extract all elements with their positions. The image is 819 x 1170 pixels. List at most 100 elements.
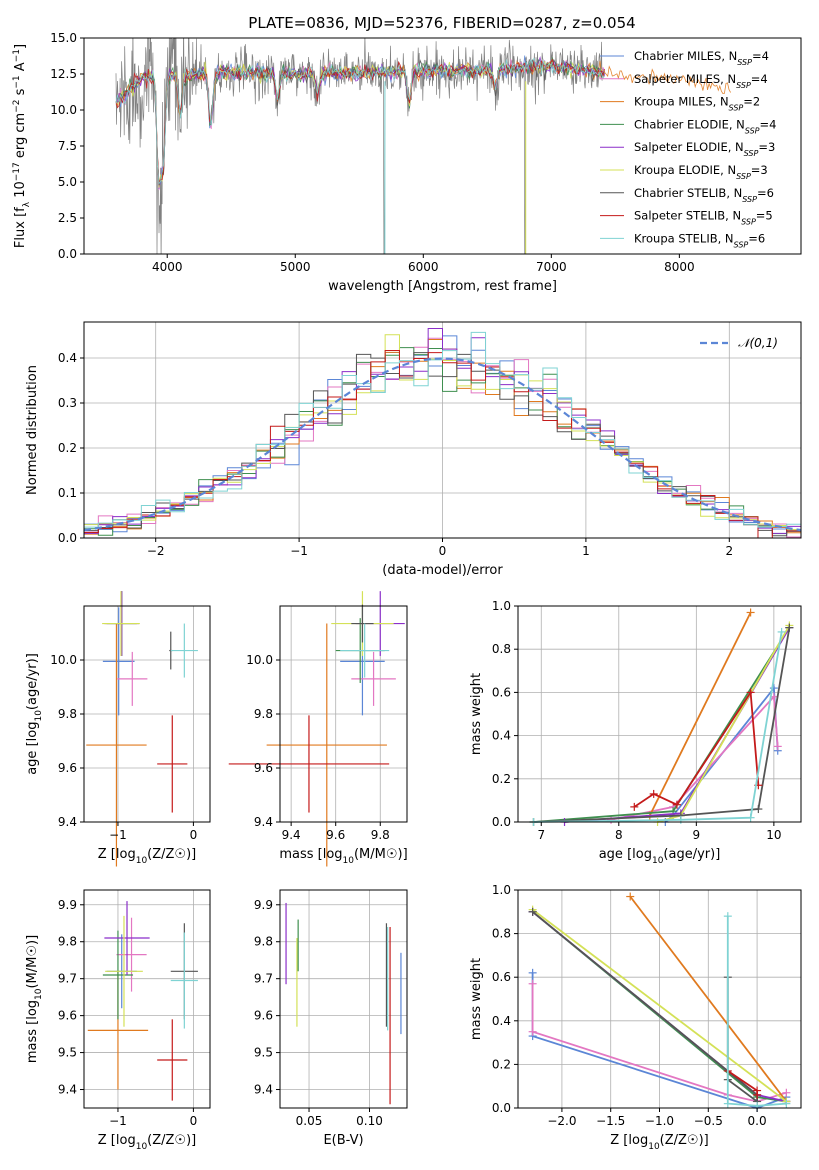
error-bar-point [340,623,390,678]
mass-weight-line [564,627,791,823]
mass-weight-line [648,612,752,816]
legend-label: Kroupa STELIB, NSSP=6 [634,231,765,249]
y-tick-label: 9.8 [58,935,77,949]
error-bar-point [351,604,374,643]
histogram-step [84,327,801,534]
y-tick-label: 0.6 [492,685,511,699]
error-bar-point [351,651,396,706]
y-tick-label: 9.8 [58,707,77,721]
y-axis-label: mass weight [469,958,484,1040]
x-tick-label: 0.10 [356,1114,383,1128]
y-tick-label: 15.0 [50,31,77,45]
y-tick-label: 9.7 [58,972,77,986]
y-axis-label: age [log10(age/yr)] [25,653,44,775]
spectrum-panel: 4000 5000 6000 7000 8000 0.0 2.5 5.0 7.5 10.0 12.5… [12,31,802,294]
x-axis-label: wavelength [Angstrom, rest frame] [328,279,557,294]
x-tick-label: 0 [439,544,447,558]
x-tick-label: 7000 [536,260,567,274]
error-bar-point [117,651,148,706]
y-tick-label: 9.7 [254,972,273,986]
y-tick-label: 12.5 [50,67,77,81]
error-bar-point [86,623,147,867]
y-tick-label: 1.0 [492,883,511,897]
x-tick-label: 4000 [152,260,183,274]
error-bar-point [157,715,188,813]
x-axis-label: E(B-V) [323,1133,363,1148]
mass-weight-line [533,627,791,823]
axes-frame [83,889,211,1109]
axes-frame [279,889,408,1109]
mass-weight-line [533,631,783,823]
mass-weight-line [629,895,788,1103]
x-axis-label: Z [log10(Z/Z☉)] [98,847,196,866]
x-tick-label: 6000 [408,260,439,274]
error-bar-point [170,932,198,1029]
error-bar-point [228,715,390,813]
residual-histogram-panel: −2 −1 0 1 2 0.0 0.1 0.2 0.3 0.4 (data-model)/error… [25,321,802,578]
y-axis-label: Normed distribution [25,365,40,495]
mass-weight-line [726,916,787,1107]
histogram-step [84,352,801,537]
x-tick-label: −1 [109,1114,127,1128]
y-tick-label: 9.4 [254,1083,273,1097]
legend-label: Salpeter MILES, NSSP=4 [634,72,768,90]
error-bar-point [157,1019,188,1101]
x-tick-label: 2 [725,544,733,558]
massweight-vs-metallicity-panel: −2.0 −1.5 −1.0 −0.5 0.0 0.0 0.2 0.4 0.6 0.8 1.0 Z [… [469,883,802,1152]
y-tick-label: 0.8 [492,927,511,941]
y-tick-label: 9.8 [254,707,273,721]
legend-label: Chabrier MILES, NSSP=4 [634,49,769,67]
y-tick-label: 5.0 [58,175,77,189]
normal-legend-label: 𝒩(0,1) [738,336,778,350]
y-tick-label: 0.8 [492,642,511,656]
mass-vs-ebv-panel: 0.05 0.10 9.4 9.5 9.6 9.7 9.8 9.9 E(B-V) [254,889,408,1148]
y-tick-label: 0.4 [492,1014,511,1028]
error-bar-point [102,930,134,1020]
y-tick-label: 0.4 [58,351,77,365]
error-bar-point [102,591,140,656]
y-tick-label: 9.6 [58,1009,77,1023]
x-tick-label: −0.5 [694,1114,723,1128]
y-tick-label: 9.6 [254,761,273,775]
y-tick-label: 10.0 [246,653,273,667]
y-axis-label: mass [log10(M/M☉)] [25,935,44,1063]
x-axis-label: Z [log10(Z/Z☉)] [98,1133,196,1152]
y-tick-label: 0.1 [58,486,77,500]
y-tick-label: 0.0 [58,247,77,261]
error-bar-point [266,623,387,867]
x-tick-label: 8000 [664,260,695,274]
y-tick-label: 9.6 [254,1009,273,1023]
y-tick-label: 9.9 [254,898,273,912]
y-tick-label: 10.0 [50,103,77,117]
y-tick-label: 0.2 [58,441,77,455]
y-tick-label: 9.4 [58,1083,77,1097]
x-tick-label: 0 [190,828,198,842]
x-axis-label: age [log10(age/yr)] [599,847,721,866]
figure-title: PLATE=0836, MJD=52376, FIBERID=0287, z=0… [248,14,635,32]
x-tick-label: 9.4 [282,828,301,842]
x-tick-label: 10 [766,828,781,842]
x-tick-label: −1.5 [596,1114,625,1128]
age-vs-metallicity-panel: −1 0 9.4 9.6 9.8 10.0 Z [log10(Z/Z☉)] age [log1… [25,591,211,867]
x-tick-label: 9.6 [326,828,345,842]
error-bar-point [104,901,150,975]
spectrum-legend: Chabrier MILES, NSSP=4 Salpeter MILES, NS… [600,49,776,249]
x-tick-label: 5000 [280,260,311,274]
y-tick-label: 9.5 [58,1046,77,1060]
axes-frame [517,605,802,823]
x-tick-label: −1 [109,828,127,842]
model-spectrum-line [115,57,605,185]
x-tick-label: 0 [190,1114,198,1128]
y-tick-label: 2.5 [58,211,77,225]
y-tick-label: 9.8 [254,935,273,949]
x-tick-label: 0.0 [748,1114,767,1128]
x-tick-label: −1 [290,544,308,558]
y-tick-label: 9.5 [254,1046,273,1060]
x-axis-label: (data-model)/error [382,563,503,578]
legend-label: Kroupa ELODIE, NSSP=3 [634,163,768,181]
y-tick-label: 9.4 [254,815,273,829]
plot-area [115,38,731,254]
legend-label: Salpeter STELIB, NSSP=5 [634,209,773,227]
x-axis-label: mass [log10(M/M☉)] [279,847,407,866]
y-tick-label: 9.9 [58,898,77,912]
